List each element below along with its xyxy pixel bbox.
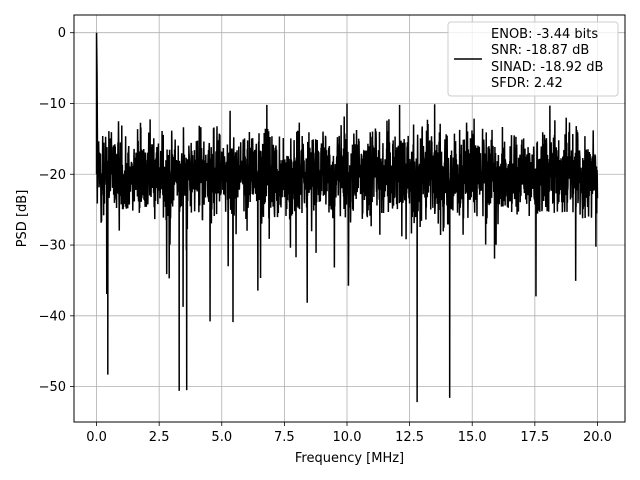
x-tick-label: 12.5 (395, 430, 424, 445)
x-tick-label: 2.5 (149, 430, 170, 445)
x-tick-label: 10.0 (333, 430, 362, 445)
plot-area (95, 32, 599, 403)
y-axis: 0 −10 −20 −30 −40 −50 (39, 26, 74, 395)
x-tick-label: 20.0 (583, 430, 612, 445)
legend-enob: ENOB: -3.44 bits (491, 27, 598, 42)
y-tick-label: −50 (39, 380, 66, 395)
x-tick-label: 5.0 (211, 430, 232, 445)
y-tick-label: −10 (39, 97, 66, 112)
legend-sfdr: SFDR: 2.42 (491, 76, 563, 91)
y-axis-title: PSD [dB] (15, 190, 30, 248)
y-tick-label: −30 (39, 239, 66, 254)
y-tick-label: −40 (39, 309, 66, 324)
y-tick-label: 0 (58, 26, 66, 41)
y-tick-label: −20 (39, 168, 66, 183)
legend-box (447, 21, 619, 97)
x-tick-label: 17.5 (520, 430, 549, 445)
x-axis: 0.0 2.5 5.0 7.5 10.0 12.5 15.0 17.5 20.0 (86, 422, 612, 445)
x-tick-label: 15.0 (458, 430, 487, 445)
x-tick-label: 0.0 (86, 430, 107, 445)
x-axis-title: Frequency [MHz] (295, 451, 404, 466)
legend-sinad: SINAD: -18.92 dB (491, 60, 603, 75)
legend: ENOB: -3.44 bits SNR: -18.87 dB SINAD: -… (447, 21, 619, 97)
legend-snr: SNR: -18.87 dB (491, 43, 589, 58)
plot-frame (73, 14, 626, 423)
x-tick-label: 7.5 (274, 430, 295, 445)
psd-series-line (95, 32, 599, 403)
